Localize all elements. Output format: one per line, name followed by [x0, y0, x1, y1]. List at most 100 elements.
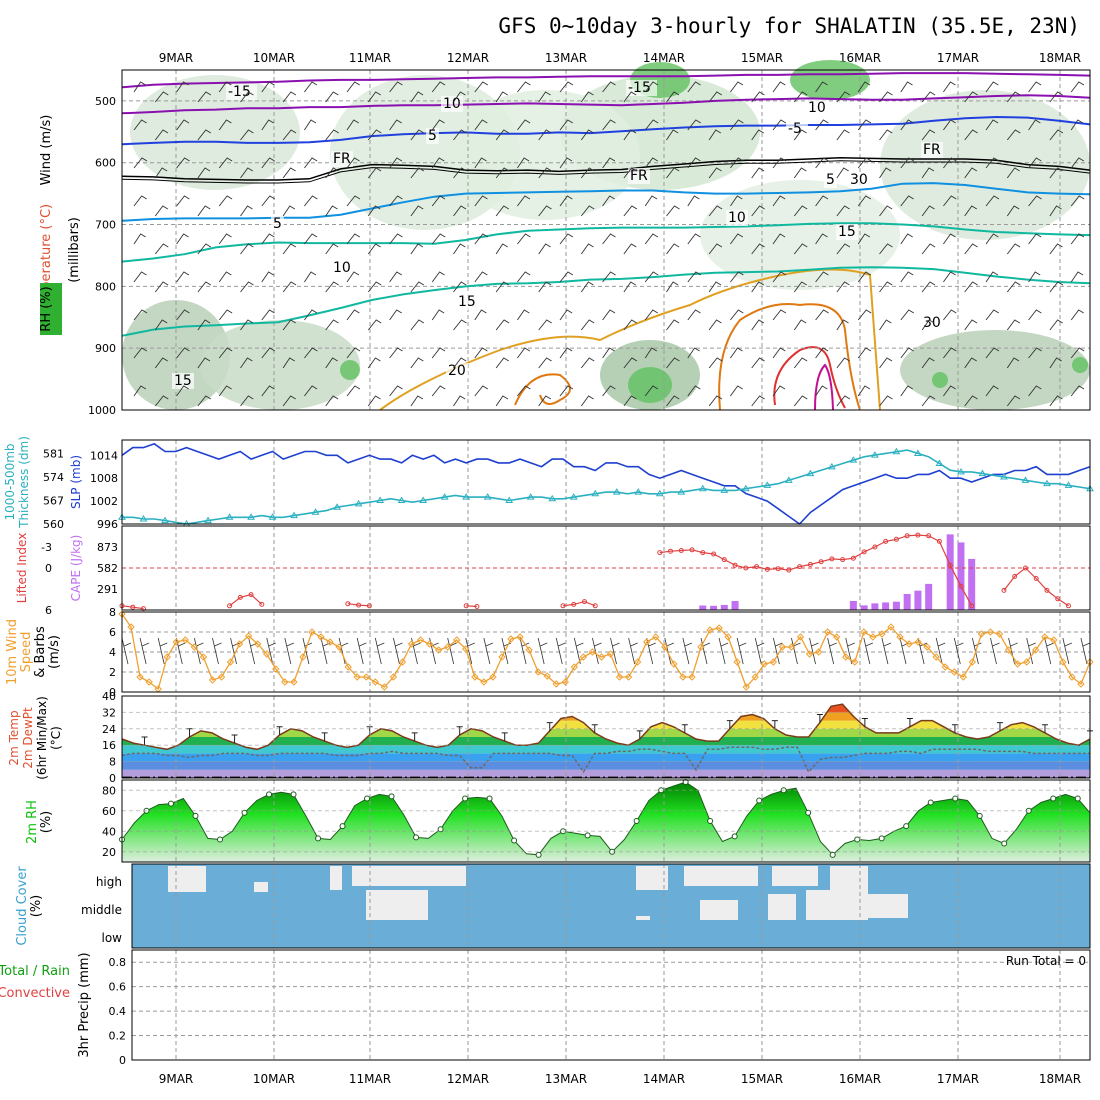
upper-wind-barb [197, 395, 212, 407]
isotherm-label-9: 10 [728, 210, 746, 226]
wind-speed-point-13 [235, 640, 244, 648]
upper-wind-barb [389, 81, 403, 93]
thickness-point-36 [505, 496, 514, 503]
upper-wind-barb [517, 271, 531, 283]
isotherm-label-bg-16 [331, 151, 353, 167]
upper-wind-barb [389, 309, 402, 321]
upper-wind-barb [580, 243, 594, 255]
upper-wind-barb [176, 157, 190, 169]
wind-speed-point-38 [462, 645, 470, 653]
lifted-index-line [659, 534, 973, 607]
wind-speed-point-37 [453, 636, 461, 644]
thickness-tick-3: 581 [43, 447, 64, 460]
upper-wind-barb [431, 347, 446, 359]
cape-tick-0: 291 [97, 583, 118, 596]
upper-wind-barb [325, 205, 338, 217]
upper-wind-barb [580, 281, 594, 293]
temp-minmax-bar-58 [771, 720, 778, 729]
wind-speed-point-19 [290, 678, 298, 686]
rh-point-22 [388, 793, 395, 800]
upper-wind-barb [431, 385, 446, 397]
temp-line [121, 703, 1091, 751]
lifted-index-point-69 [861, 549, 867, 555]
upper-wind-barb [900, 271, 914, 283]
upper-wind-barb [431, 271, 445, 283]
precip-tick-2: 0.4 [109, 1005, 127, 1018]
upper-wind-barb [538, 91, 551, 103]
cloud-ylabel-0: Cloud Cover [15, 866, 30, 946]
upper-wind-barb [1028, 309, 1042, 321]
upper-air-ytick-5: 1000 [88, 404, 116, 417]
upper-wind-barb [154, 319, 168, 331]
rh-point-18 [339, 823, 346, 830]
upper-wind-barb [304, 309, 318, 321]
wind-speed-point-24 [335, 643, 343, 651]
wind-speed-point-67 [724, 633, 732, 641]
isotherm-label-10: 15 [458, 294, 476, 310]
upper-wind-barb [474, 347, 488, 359]
thickness-line [122, 449, 1091, 525]
upper-wind-barb [666, 281, 679, 293]
upper-wind-barb [133, 347, 148, 359]
cloud-block-6 [684, 866, 758, 886]
upper-wind-barb [1006, 319, 1021, 331]
wind-speed-point-83 [869, 633, 877, 641]
rh-point-60 [854, 836, 861, 843]
upper-wind-barb [602, 81, 616, 93]
rh-high-shade-3 [340, 360, 360, 380]
upper-wind-barb [133, 309, 148, 321]
wind-barb-40 [483, 637, 494, 665]
upper-wind-barb [730, 309, 744, 321]
temp-minmax-bar-62 [816, 713, 823, 723]
upper-wind-barb [559, 81, 574, 93]
rh-point-72 [1001, 840, 1008, 847]
cape-bar-54 [699, 605, 707, 610]
temp-band-2 [122, 753, 1090, 762]
upper-wind-barb [453, 319, 467, 331]
rh-high-shade-4 [932, 372, 948, 388]
thickness-point-38 [526, 493, 535, 500]
upper-wind-barb [240, 91, 254, 103]
upper-wind-barb [1070, 233, 1085, 245]
wind-speed-point-86 [896, 633, 904, 641]
upper-wind-barb [730, 347, 743, 359]
upper-wind-barb [559, 157, 573, 169]
upper-wind-barb [453, 281, 467, 293]
upper-wind-barb [538, 205, 552, 217]
rh-point-48 [707, 818, 714, 824]
upper-wind-barb [559, 119, 574, 131]
upper-wind-barb [921, 319, 935, 331]
rh-point-52 [756, 797, 763, 804]
upper-wind-barb [602, 233, 616, 245]
rh-tick-1: 40 [102, 825, 116, 838]
wind-tick-3: 6 [109, 626, 116, 639]
temp-tick-5: 40 [102, 690, 116, 703]
upper-wind-barb [644, 119, 659, 131]
upper-wind-barb [154, 243, 169, 255]
upper-wind-barb [154, 357, 168, 369]
cape-bar-70 [871, 603, 879, 610]
upper-wind-barb [580, 129, 594, 141]
wind-speed-point-33 [416, 636, 425, 644]
upper-wind-barb [602, 157, 616, 169]
wind-speed-point-52 [588, 648, 597, 656]
upper-wind-barb [453, 243, 466, 255]
wind-speed-point-21 [308, 628, 316, 636]
upper-wind-barb [1049, 319, 1063, 331]
upper-wind-barb [580, 205, 595, 217]
lifted-index-line [229, 593, 263, 607]
wind-barb-26 [356, 637, 367, 665]
wind-barb-96 [990, 637, 1000, 665]
upper-wind-barb [261, 119, 274, 131]
isotherm-label-bg-9 [726, 210, 748, 226]
upper-wind-barb [410, 395, 424, 407]
upper-wind-barb [304, 271, 317, 283]
upper-wind-barb [793, 129, 807, 141]
upper-wind-barb [474, 195, 488, 207]
upper-wind-barb [921, 167, 935, 179]
upper-wind-barb [772, 347, 786, 359]
wind-speed-point-65 [706, 626, 714, 634]
upper-wind-barb [921, 281, 936, 293]
wind-tick-2: 4 [109, 646, 116, 659]
lifted-index-point-77 [947, 562, 953, 568]
